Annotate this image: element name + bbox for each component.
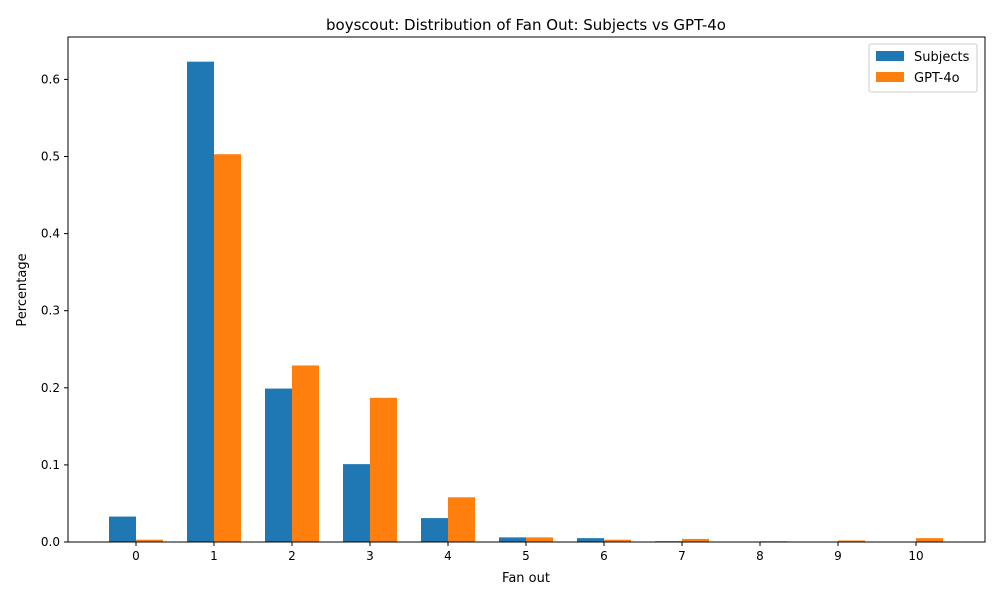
legend: Subjects GPT-4o [868, 43, 978, 93]
y-tick-label-0.5: 0.5 [41, 150, 60, 164]
y-axis-label: Percentage [15, 253, 30, 326]
bar-gpt-4o-7 [682, 538, 709, 542]
x-tick-label-10: 10 [908, 549, 923, 563]
bar-subjects-1 [187, 61, 214, 543]
bar-gpt-4o-5 [526, 537, 553, 542]
chart-title: boyscout: Distribution of Fan Out: Subje… [326, 16, 726, 34]
bar-subjects-3 [343, 464, 370, 542]
legend-swatch-gpt4o [876, 72, 904, 82]
bar-subjects-4 [421, 518, 448, 542]
y-tick-label-0.3: 0.3 [41, 304, 60, 318]
bar-subjects-2 [265, 388, 292, 542]
y-tick-label-0.4: 0.4 [41, 227, 60, 241]
y-tick-label-0.1: 0.1 [41, 458, 60, 472]
x-tick-label-6: 6 [600, 549, 608, 563]
bar-gpt-4o-0 [136, 539, 163, 542]
y-tick-label-0.2: 0.2 [41, 381, 60, 395]
x-tick-label-2: 2 [288, 549, 296, 563]
bars-layer [109, 61, 943, 543]
bar-subjects-0 [109, 516, 136, 542]
x-tick-label-7: 7 [678, 549, 686, 563]
y-axis-ticks: 0.0 0.1 0.2 0.3 0.4 0.5 0.6 [41, 72, 68, 549]
y-tick-label-0.0: 0.0 [41, 535, 60, 549]
legend-swatch-subjects [876, 51, 904, 61]
x-tick-label-9: 9 [834, 549, 842, 563]
bar-gpt-4o-3 [370, 397, 397, 542]
bar-gpt-4o-6 [604, 539, 631, 542]
x-tick-label-4: 4 [444, 549, 452, 563]
x-tick-label-3: 3 [366, 549, 374, 563]
x-axis-ticks: 0 1 2 3 4 5 6 7 8 9 10 [132, 542, 924, 563]
y-tick-label-0.6: 0.6 [41, 72, 60, 86]
bar-gpt-4o-2 [292, 365, 319, 542]
bar-gpt-4o-1 [214, 154, 241, 542]
legend-label-gpt4o: GPT-4o [914, 71, 960, 86]
bar-subjects-6 [577, 538, 604, 542]
x-tick-label-0: 0 [132, 549, 140, 563]
bar-subjects-5 [499, 537, 526, 542]
bar-gpt-4o-4 [448, 497, 475, 542]
x-axis-label: Fan out [502, 571, 550, 586]
bar-gpt-4o-9 [838, 540, 865, 542]
plot-frame [67, 36, 986, 543]
x-tick-label-5: 5 [522, 549, 530, 563]
legend-label-subjects: Subjects [914, 50, 970, 65]
x-tick-label-1: 1 [210, 549, 218, 563]
x-tick-label-8: 8 [756, 549, 764, 563]
bar-gpt-4o-10 [916, 538, 943, 542]
